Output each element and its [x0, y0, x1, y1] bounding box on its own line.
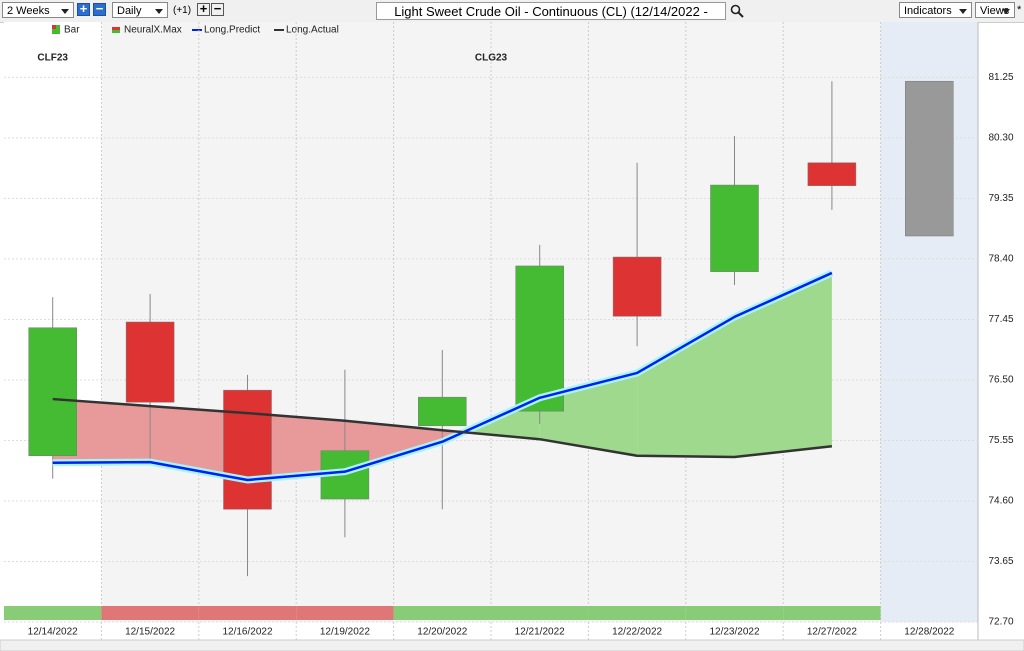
x-tick-label: 12/21/2022	[515, 627, 565, 638]
contract-label: CLF23	[37, 53, 68, 64]
y-tick-label: 76.50	[988, 375, 1013, 386]
zoom-in[interactable]: +	[77, 2, 90, 16]
y-tick-label: 81.25	[988, 72, 1013, 83]
signal-band	[101, 606, 199, 620]
legend-swatch	[52, 25, 60, 34]
legend-swatch	[112, 27, 120, 30]
interval-select[interactable]: Daily	[112, 2, 168, 18]
x-tick-label: 12/19/2022	[320, 627, 370, 638]
signal-band	[491, 606, 589, 620]
legend-swatch	[52, 25, 56, 29]
y-tick-label: 73.65	[988, 556, 1013, 567]
y-tick-label: 72.70	[988, 617, 1013, 628]
offset: (+1)	[173, 5, 192, 16]
y-tick-label: 78.40	[988, 254, 1013, 265]
contract-label: CLG23	[475, 53, 508, 64]
candle-body	[28, 327, 77, 457]
candle-body	[418, 396, 467, 427]
y-tick-label: 79.35	[988, 193, 1013, 204]
candle-body	[125, 321, 175, 403]
offset-minus[interactable]: −	[211, 2, 224, 16]
signal-band	[4, 606, 102, 620]
toolbar: 2 Weeks + − Daily (+1) + − Light Sweet C…	[0, 0, 1024, 37]
fill-area	[150, 406, 248, 480]
legend-swatch	[112, 30, 120, 33]
candle-body	[612, 256, 662, 317]
candle-body	[710, 184, 759, 272]
y-tick-label: 75.55	[988, 435, 1013, 446]
zoom-out[interactable]: −	[93, 2, 106, 16]
scrollbar	[0, 639, 1024, 651]
signal-band	[685, 606, 784, 620]
signal-band	[783, 606, 881, 620]
offset-plus[interactable]: +	[197, 2, 210, 16]
fill-area	[734, 272, 832, 458]
line	[52, 397, 833, 459]
fill-area	[344, 420, 443, 472]
candle-body	[905, 80, 954, 237]
signal-band	[198, 606, 297, 620]
candle-body	[807, 162, 857, 186]
legend-label: Bar	[64, 25, 80, 36]
x-tick-label: 12/23/2022	[709, 627, 759, 638]
fill-area	[52, 399, 151, 463]
x-tick-label: 12/14/2022	[28, 627, 78, 638]
legend-label: Long.Predict	[204, 25, 260, 36]
views-select[interactable]: Views	[975, 2, 1015, 18]
x-tick-label: 12/28/2022	[904, 627, 954, 638]
fill-area	[637, 316, 735, 458]
y-tick-label: 77.45	[988, 314, 1013, 325]
signal-band	[393, 606, 491, 620]
chart: Bar NeuralX.Max Long.Predict Long.Actual 72.…	[0, 22, 1024, 651]
fill-area	[247, 413, 345, 480]
y-tick-label: 80.30	[988, 133, 1013, 144]
search-icon[interactable]	[730, 4, 744, 18]
x-tick-label: 12/27/2022	[807, 627, 857, 638]
column-bg	[393, 22, 491, 622]
range-select[interactable]: 2 Weeks	[2, 2, 74, 18]
legend-label: Long.Actual	[286, 25, 339, 36]
x-tick-label: 12/15/2022	[125, 627, 175, 638]
candle-body	[515, 265, 564, 412]
signal-band	[296, 606, 394, 620]
candle-body	[223, 389, 272, 510]
star: *	[1017, 4, 1022, 16]
x-tick-label: 12/22/2022	[612, 627, 662, 638]
signal-band	[588, 606, 686, 620]
chart-title: Light Sweet Crude Oil - Continuous (CL) …	[376, 2, 726, 37]
y-tick-label: 74.60	[988, 496, 1013, 507]
line	[52, 271, 833, 482]
indicators-select[interactable]: Indicators	[899, 2, 972, 18]
x-tick-label: 12/20/2022	[417, 627, 467, 638]
x-tick-label: 12/16/2022	[222, 627, 272, 638]
legend-label: NeuralX.Max	[124, 25, 182, 36]
